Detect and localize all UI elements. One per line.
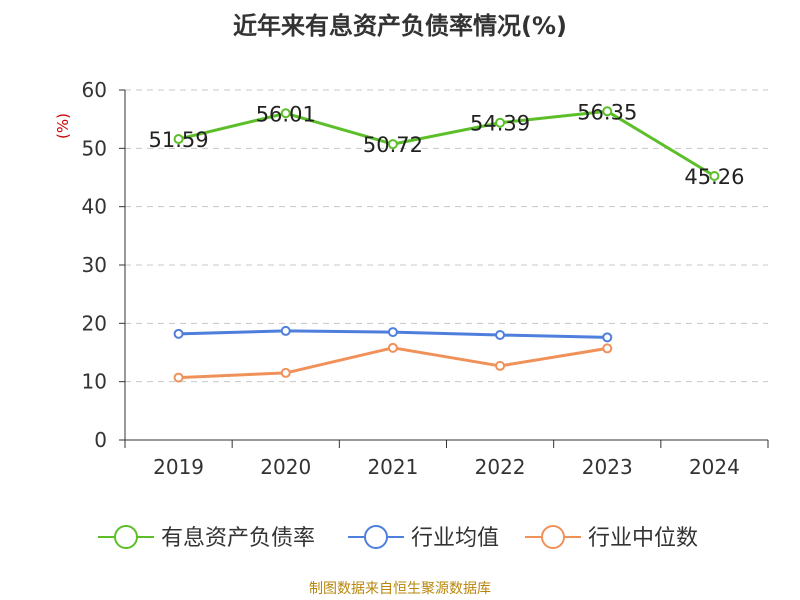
y-tick-label: 50 xyxy=(82,136,107,160)
data-point xyxy=(602,332,613,343)
legend-swatch-marker xyxy=(541,525,565,549)
x-tick-label: 2022 xyxy=(475,455,526,479)
data-point xyxy=(602,343,613,354)
x-tick-label: 2024 xyxy=(689,455,740,479)
data-point xyxy=(173,328,184,339)
y-tick-label: 30 xyxy=(82,253,107,277)
x-tick-label: 2020 xyxy=(260,455,311,479)
data-point xyxy=(602,106,613,117)
data-label: 56.35 xyxy=(577,100,637,124)
data-label: 51.59 xyxy=(149,128,209,152)
data-point xyxy=(495,117,506,128)
y-tick-label: 10 xyxy=(82,370,107,394)
data-point xyxy=(280,325,291,336)
x-tick-label: 2021 xyxy=(367,455,418,479)
legend-label: 有息资产负债率 xyxy=(161,526,315,551)
data-point xyxy=(173,372,184,383)
data-point xyxy=(709,170,720,181)
legend: 有息资产负债率 行业均值 行业中位数 xyxy=(98,525,698,551)
legend-label: 行业中位数 xyxy=(588,526,698,551)
y-axis-label: (%) xyxy=(54,113,72,139)
y-tick-label: 20 xyxy=(82,311,107,335)
data-point xyxy=(280,367,291,378)
series-line xyxy=(178,109,716,178)
axes: 0 10 20 30 40 50 60 (%) 2019 2020 2021 2022 2023 2024 xyxy=(54,78,769,479)
data-point xyxy=(387,139,398,150)
data-point xyxy=(495,330,506,340)
data-point xyxy=(495,360,506,371)
data-point xyxy=(173,134,184,145)
chart-title: 近年来有息资产负债率情况(%) xyxy=(233,12,567,40)
data-labels: 51.59 56.01 50.72 54.39 56.35 45.26 xyxy=(149,100,745,189)
y-tick-label: 0 xyxy=(94,428,107,452)
series-lines xyxy=(173,106,720,383)
data-label: 50.72 xyxy=(363,133,423,157)
legend-label: 行业均值 xyxy=(411,526,499,551)
data-label: 45.26 xyxy=(684,165,744,189)
data-point xyxy=(387,342,398,353)
data-point xyxy=(280,108,291,119)
y-tick-label: 40 xyxy=(82,195,107,219)
data-label: 54.39 xyxy=(470,112,530,136)
data-label: 56.01 xyxy=(256,102,316,126)
legend-swatch-marker xyxy=(114,525,138,549)
x-tick-label: 2019 xyxy=(153,455,204,479)
source-note: 制图数据来自恒生聚源数据库 xyxy=(309,581,491,597)
data-point xyxy=(387,327,398,338)
x-tick-label: 2023 xyxy=(582,455,633,479)
grid-lines xyxy=(125,89,768,383)
y-tick-label: 60 xyxy=(82,78,107,102)
legend-swatch-marker xyxy=(364,525,388,549)
